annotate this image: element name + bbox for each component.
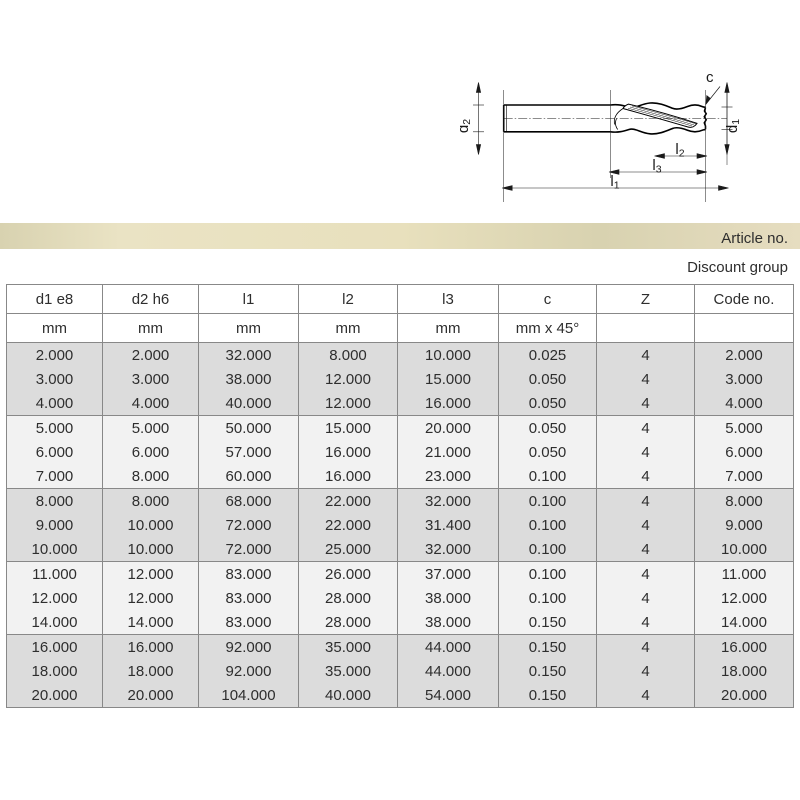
- svg-text:c: c: [706, 69, 714, 86]
- svg-text:d2: d2: [460, 119, 473, 133]
- svg-text:l3: l3: [652, 157, 661, 176]
- svg-text:l1: l1: [610, 173, 619, 192]
- svg-text:l2: l2: [675, 141, 684, 160]
